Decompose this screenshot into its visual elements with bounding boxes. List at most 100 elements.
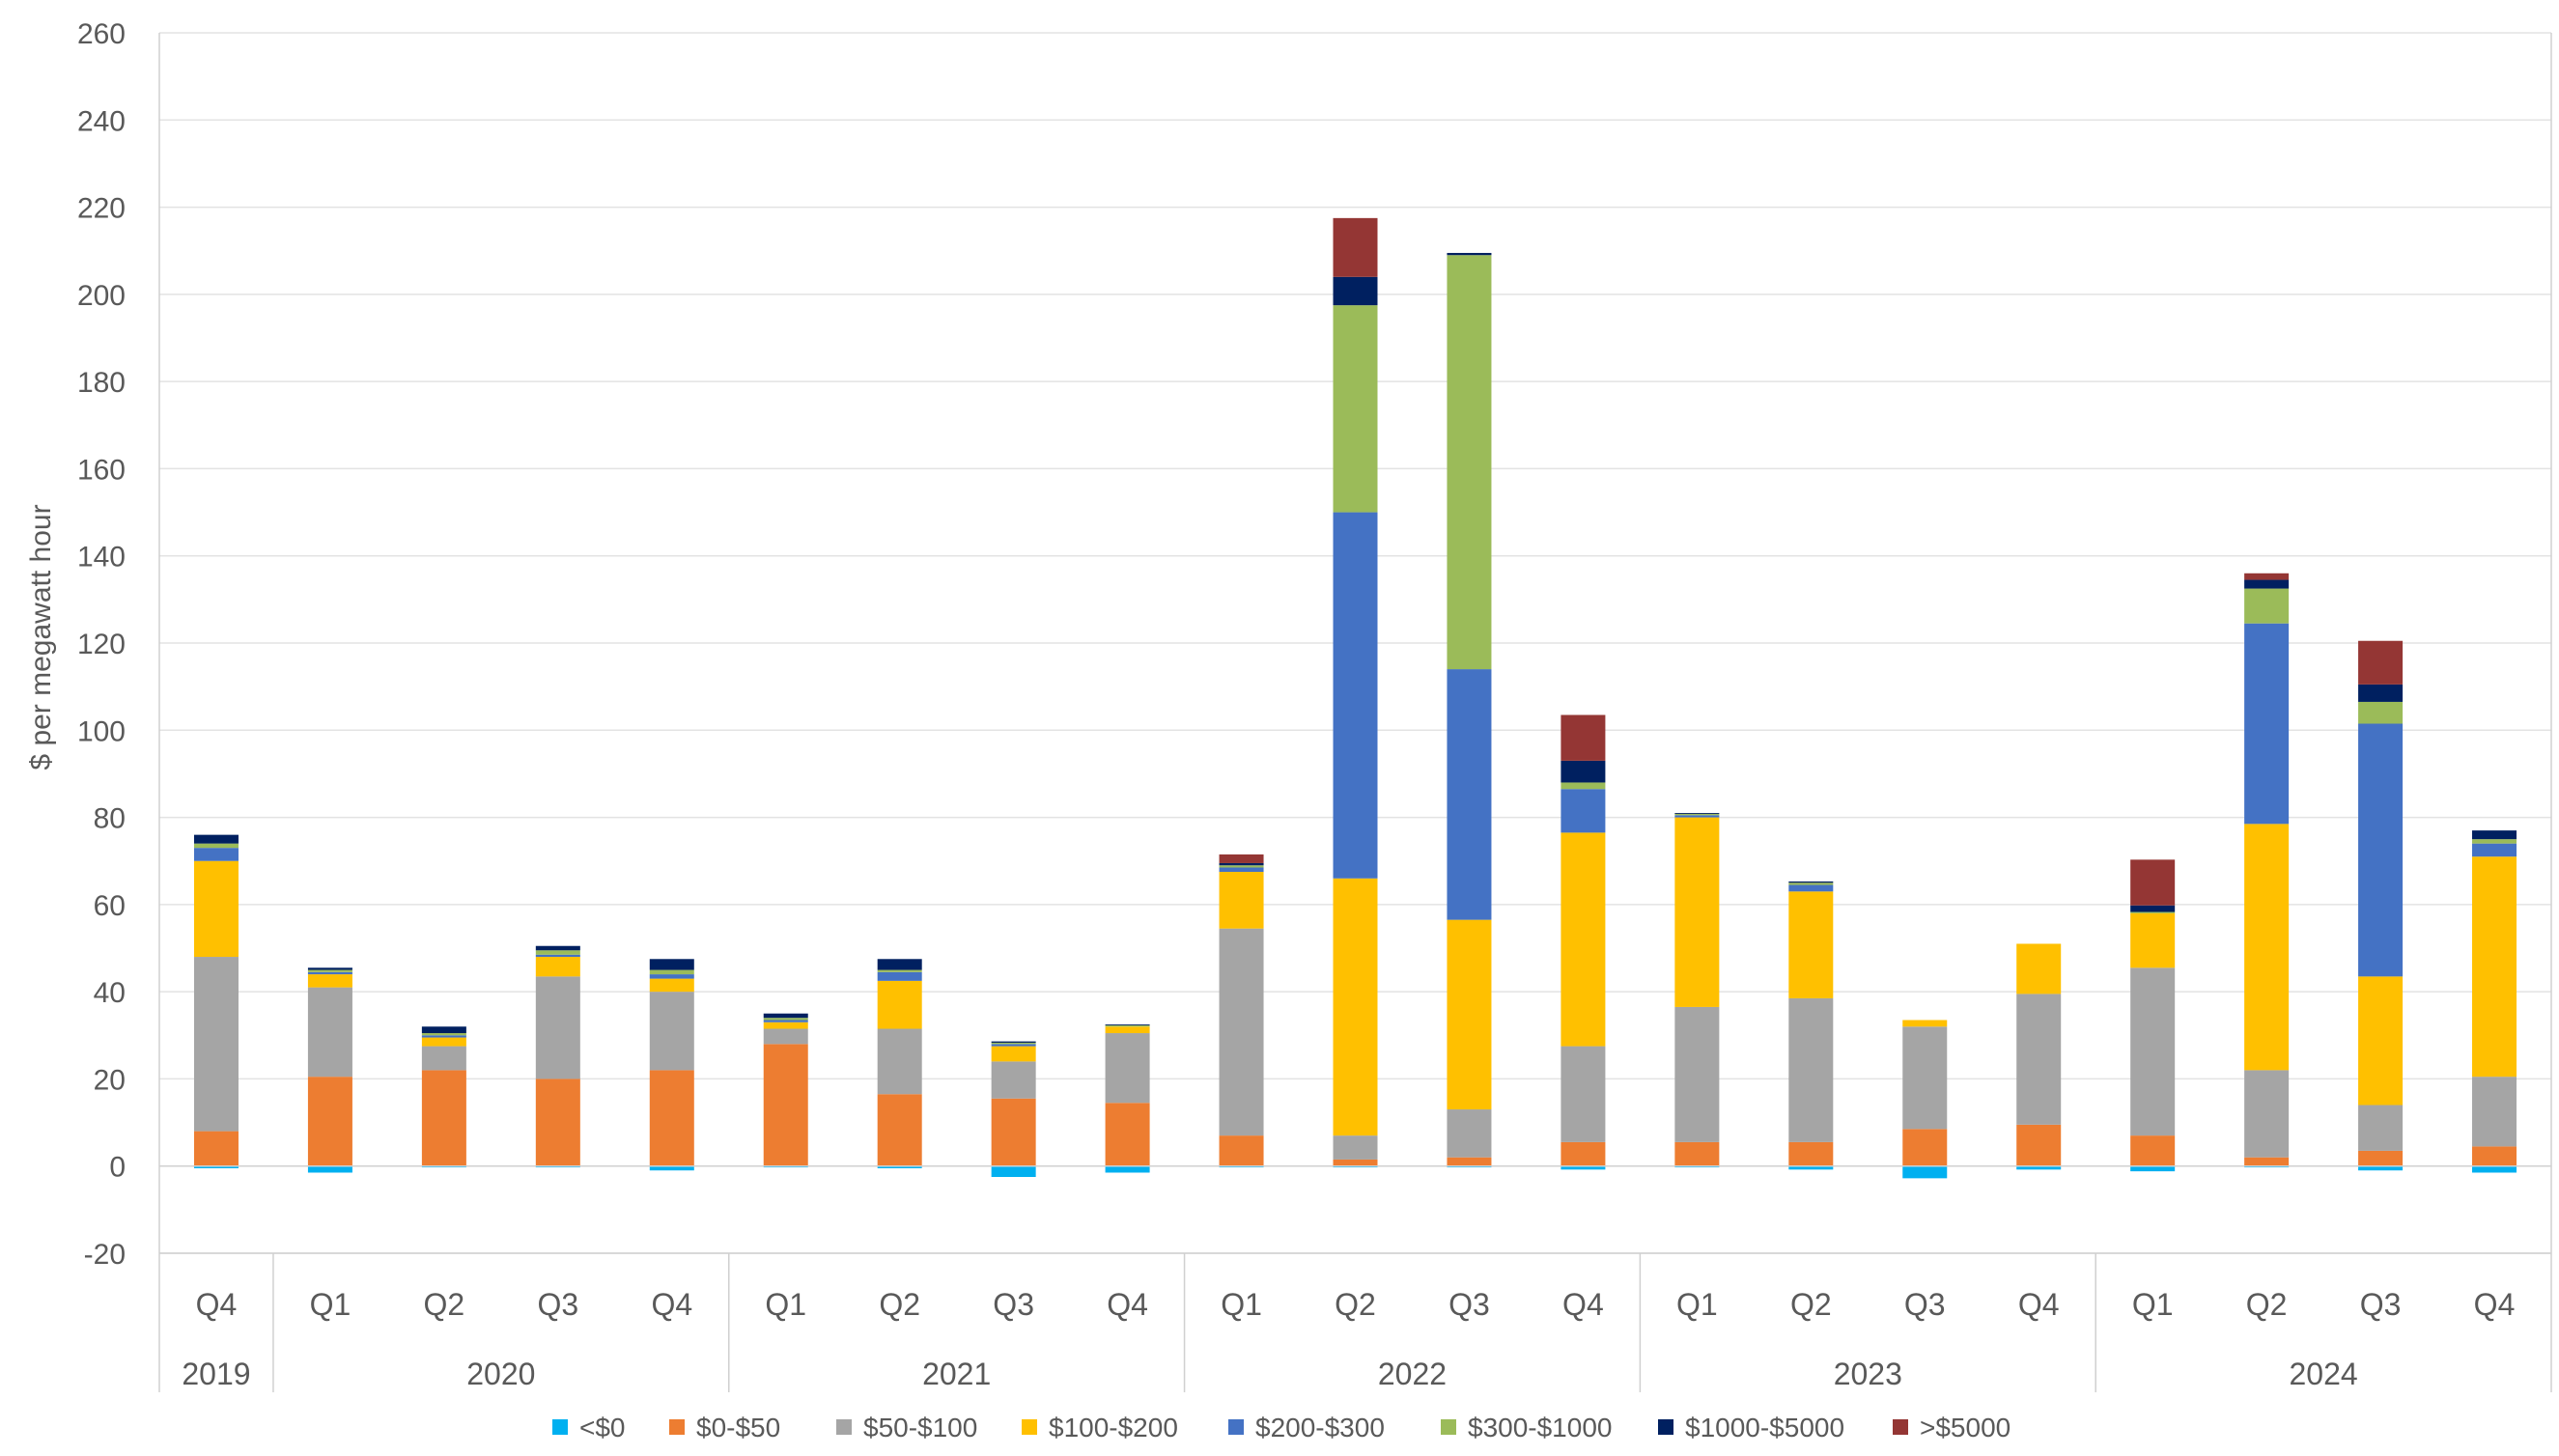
bar-segment — [1902, 1026, 1948, 1130]
bar-segment — [193, 957, 239, 1132]
legend-label: $200-$300 — [1255, 1413, 1385, 1442]
bar-segment — [2016, 1165, 2062, 1170]
x-tick-label: Q2 — [879, 1287, 920, 1322]
bar-segment — [535, 1078, 580, 1166]
y-tick-label: 220 — [77, 193, 126, 225]
y-tick-label: 240 — [77, 105, 126, 137]
bar-segment — [2358, 701, 2404, 724]
y-tick-label: 120 — [77, 629, 126, 660]
bar-segment — [1561, 1141, 1606, 1166]
bar-segment — [2472, 1077, 2517, 1147]
bar-segment — [1561, 782, 1606, 790]
bar-segment — [307, 987, 352, 1078]
bar-segment — [1561, 1165, 1606, 1170]
legend-swatch — [1022, 1419, 1037, 1435]
bar-segment — [1788, 1165, 1834, 1170]
bar-segment — [2358, 723, 2404, 977]
bars — [193, 217, 2517, 1179]
bar-segment — [2472, 830, 2517, 840]
bar-segment — [763, 1028, 808, 1045]
bar-segment — [2244, 1157, 2290, 1166]
bar-segment — [1674, 1006, 1720, 1142]
bar-segment — [877, 980, 922, 1029]
bar-segment — [2358, 1150, 2404, 1166]
bar-segment — [307, 974, 352, 988]
bar-segment — [421, 1046, 466, 1071]
bar-segment — [2244, 579, 2290, 589]
bar-segment — [1674, 813, 1720, 816]
bar-segment — [1219, 862, 1264, 866]
bar-segment — [535, 954, 580, 958]
bar-segment — [1788, 891, 1834, 998]
x-tick-label: Q2 — [1790, 1287, 1832, 1322]
year-label: 2023 — [1834, 1357, 1902, 1391]
bar-segment — [763, 1044, 808, 1166]
bar-segment — [193, 860, 239, 958]
bar-segment — [1333, 1135, 1378, 1160]
year-label: 2020 — [466, 1357, 535, 1391]
bar-segment — [649, 1070, 694, 1166]
bar-segment — [1105, 1165, 1150, 1173]
bar-segment — [763, 1018, 808, 1021]
bar-segment — [877, 959, 922, 970]
bar-segment — [991, 1044, 1036, 1047]
bar-segment — [2358, 684, 2404, 702]
x-tick-label: Q1 — [1676, 1287, 1718, 1322]
legend-swatch — [1441, 1419, 1456, 1435]
y-tick-label: -20 — [84, 1239, 126, 1271]
bar-segment — [1674, 815, 1720, 818]
bar-segment — [535, 957, 580, 977]
bar-segment — [2016, 994, 2062, 1125]
y-tick-label: 0 — [109, 1152, 126, 1184]
x-tick-label: Q1 — [765, 1287, 806, 1322]
legend-swatch — [669, 1419, 685, 1435]
bar-segment — [193, 843, 239, 849]
bar-segment — [1561, 714, 1606, 761]
bar-segment — [991, 1098, 1036, 1166]
legend-label: >$5000 — [1920, 1413, 2011, 1442]
bar-segment — [649, 959, 694, 970]
legend-label: $300-$1000 — [1468, 1413, 1612, 1442]
bar-segment — [1674, 1141, 1720, 1166]
x-tick-label: Q4 — [651, 1287, 692, 1322]
y-tick-label: 200 — [77, 280, 126, 312]
year-label: 2022 — [1378, 1357, 1447, 1391]
bar-segment — [1333, 276, 1378, 306]
legend-label: <$0 — [579, 1413, 626, 1442]
bar-segment — [1447, 252, 1492, 256]
bar-segment — [2472, 843, 2517, 857]
bar-segment — [991, 1165, 1036, 1177]
bar-segment — [2244, 824, 2290, 1071]
x-tick-label: Q2 — [1335, 1287, 1376, 1322]
legend-label: $100-$200 — [1049, 1413, 1178, 1442]
bar-segment — [421, 1070, 466, 1166]
bar-segment — [877, 1094, 922, 1166]
bar-segment — [1219, 865, 1264, 868]
bar-segment — [1788, 997, 1834, 1142]
bar-segment — [649, 978, 694, 993]
bar-segment — [1105, 1024, 1150, 1027]
bar-segment — [2472, 856, 2517, 1078]
bar-segment — [2358, 976, 2404, 1106]
bar-segment — [1105, 1033, 1150, 1104]
x-tick-label: Q4 — [2474, 1287, 2516, 1322]
bar-segment — [535, 945, 580, 951]
bar-segment — [2130, 1135, 2176, 1166]
bar-segment — [991, 1061, 1036, 1099]
bar-segment — [1333, 512, 1378, 879]
bar-segment — [2130, 912, 2176, 968]
x-tick-label: Q1 — [2132, 1287, 2174, 1322]
bar-segment — [2472, 1146, 2517, 1166]
legend: <$0 $0-$50 $50-$100 $100-$200 $200-$300 $300-… — [552, 1413, 2011, 1442]
x-tick-label: Q3 — [1448, 1287, 1490, 1322]
bar-segment — [1447, 669, 1492, 920]
bar-segment — [1561, 832, 1606, 1047]
y-tick-label: 40 — [94, 977, 126, 1009]
bar-segment — [649, 992, 694, 1071]
x-tick-label: Q4 — [1107, 1287, 1148, 1322]
bar-segment — [421, 1035, 466, 1038]
y-tick-label: 80 — [94, 803, 126, 835]
bar-segment — [1674, 817, 1720, 1007]
bar-segment — [2016, 1124, 2062, 1166]
